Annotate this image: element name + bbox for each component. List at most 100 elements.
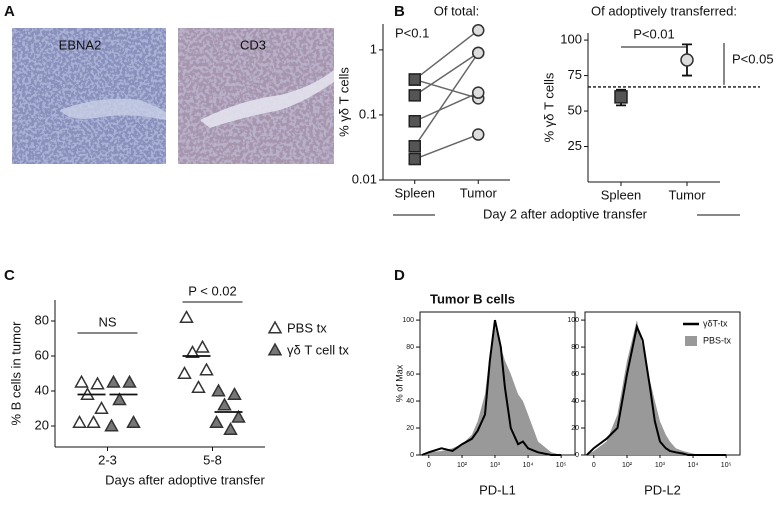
marker [112, 392, 127, 406]
marker [408, 89, 421, 102]
density-line [421, 319, 562, 456]
annotation: P<0.01 [633, 26, 675, 41]
x-tick-label: Tumor [460, 185, 498, 200]
y-tick-label: 20 [571, 425, 579, 432]
x-tick-label: 0 [592, 462, 596, 469]
x-tick-label: 0 [427, 462, 431, 469]
annotation: P<0.05 [732, 51, 774, 66]
shared-x-label: Day 2 after adoptive transfer [483, 206, 648, 221]
x-tick-label: 10⁴ [523, 462, 534, 469]
marker [209, 414, 224, 429]
y-tick-label: 40 [406, 398, 414, 405]
legend-label: PBS-tx [703, 335, 732, 345]
marker [680, 53, 694, 67]
marker [472, 46, 485, 60]
marker [106, 374, 121, 388]
y-tick-label: 100 [560, 32, 582, 47]
x-tick-label: 2-3 [98, 452, 117, 467]
image-label: EBNA2 [59, 37, 102, 52]
annotation: P < 0.02 [188, 283, 237, 298]
density-area [586, 320, 727, 455]
x-tick-label: 10² [622, 462, 633, 469]
y-axis-label: % γδ T cells [336, 67, 351, 137]
marker [177, 365, 192, 380]
image-cd3 [178, 28, 334, 164]
marker [408, 114, 421, 128]
y-tick-label: 75 [568, 67, 582, 82]
y-tick-label: 50 [568, 102, 582, 117]
y-tick-label: 25 [568, 138, 582, 153]
marker [614, 90, 628, 104]
marker [267, 320, 283, 334]
x-tick-label: 10⁴ [688, 462, 699, 469]
image-label: CD3 [240, 37, 266, 52]
y-tick-label: 0.01 [352, 171, 377, 186]
y-tick-label: 100 [567, 317, 579, 324]
pair-line [414, 52, 479, 96]
y-tick-label: 0 [575, 452, 579, 459]
y-tick-label: 0.1 [359, 106, 377, 121]
x-tick-label: Tumor [668, 187, 706, 202]
x-tick-label: 10⁵ [556, 462, 567, 469]
marker [185, 344, 200, 359]
pair-line [414, 78, 479, 100]
y-tick-label: 60 [35, 347, 49, 362]
marker [122, 374, 137, 388]
panel-label: A [4, 3, 15, 20]
x-axis-label: Days after adoptive transfer [105, 472, 265, 487]
marker [74, 374, 89, 388]
density-area [421, 326, 562, 455]
marker [267, 342, 283, 356]
marker [231, 409, 246, 423]
y-axis-label: % B cells in tumor [8, 321, 23, 426]
annotation: P<0.1 [395, 25, 429, 40]
y-tick-label: 80 [571, 344, 579, 351]
marker [179, 309, 194, 324]
annotation: NS [98, 314, 116, 329]
y-tick-label: 80 [35, 312, 49, 327]
marker [223, 421, 238, 436]
marker [191, 379, 206, 394]
image-ebna2 [12, 28, 166, 164]
y-tick-label: 40 [571, 398, 579, 405]
y-tick-label: 80 [406, 344, 414, 351]
x-tick-label: Spleen [395, 185, 435, 200]
marker [199, 362, 214, 376]
x-tick-label: 10⁵ [721, 462, 732, 469]
marker [472, 24, 485, 37]
panel-label: C [4, 267, 15, 284]
marker [72, 414, 87, 429]
y-axis-label: % of Max [394, 364, 404, 402]
y-tick-label: 100 [402, 317, 414, 324]
marker [217, 397, 232, 411]
x-axis-label: PD-L2 [644, 482, 681, 497]
marker [408, 73, 421, 86]
marker [408, 152, 421, 166]
marker [227, 386, 242, 401]
chart-title: Of total: [434, 3, 480, 18]
pair-line [414, 52, 479, 147]
legend-label: PBS tx [287, 320, 327, 335]
legend-label: γδ T cell tx [287, 342, 349, 357]
y-tick-label: 40 [35, 382, 49, 397]
x-tick-label: Spleen [601, 187, 641, 202]
legend-label: γδT-tx [703, 318, 728, 328]
x-tick-label: 10³ [655, 462, 666, 469]
marker [472, 86, 485, 99]
marker [86, 414, 101, 429]
marker [195, 339, 210, 353]
y-tick-label: 60 [406, 371, 414, 378]
marker [94, 400, 109, 415]
y-tick-label: 60 [571, 371, 579, 378]
y-tick-label: 0 [410, 452, 414, 459]
marker [90, 376, 105, 390]
chart-title: Of adoptively transferred: [591, 3, 737, 18]
density-line [586, 323, 727, 456]
marker [126, 414, 141, 429]
legend-swatch [685, 336, 697, 346]
x-tick-label: 10³ [490, 462, 501, 469]
pair-line [414, 29, 479, 81]
panel-label: D [394, 267, 405, 284]
panel-label: B [394, 3, 405, 20]
